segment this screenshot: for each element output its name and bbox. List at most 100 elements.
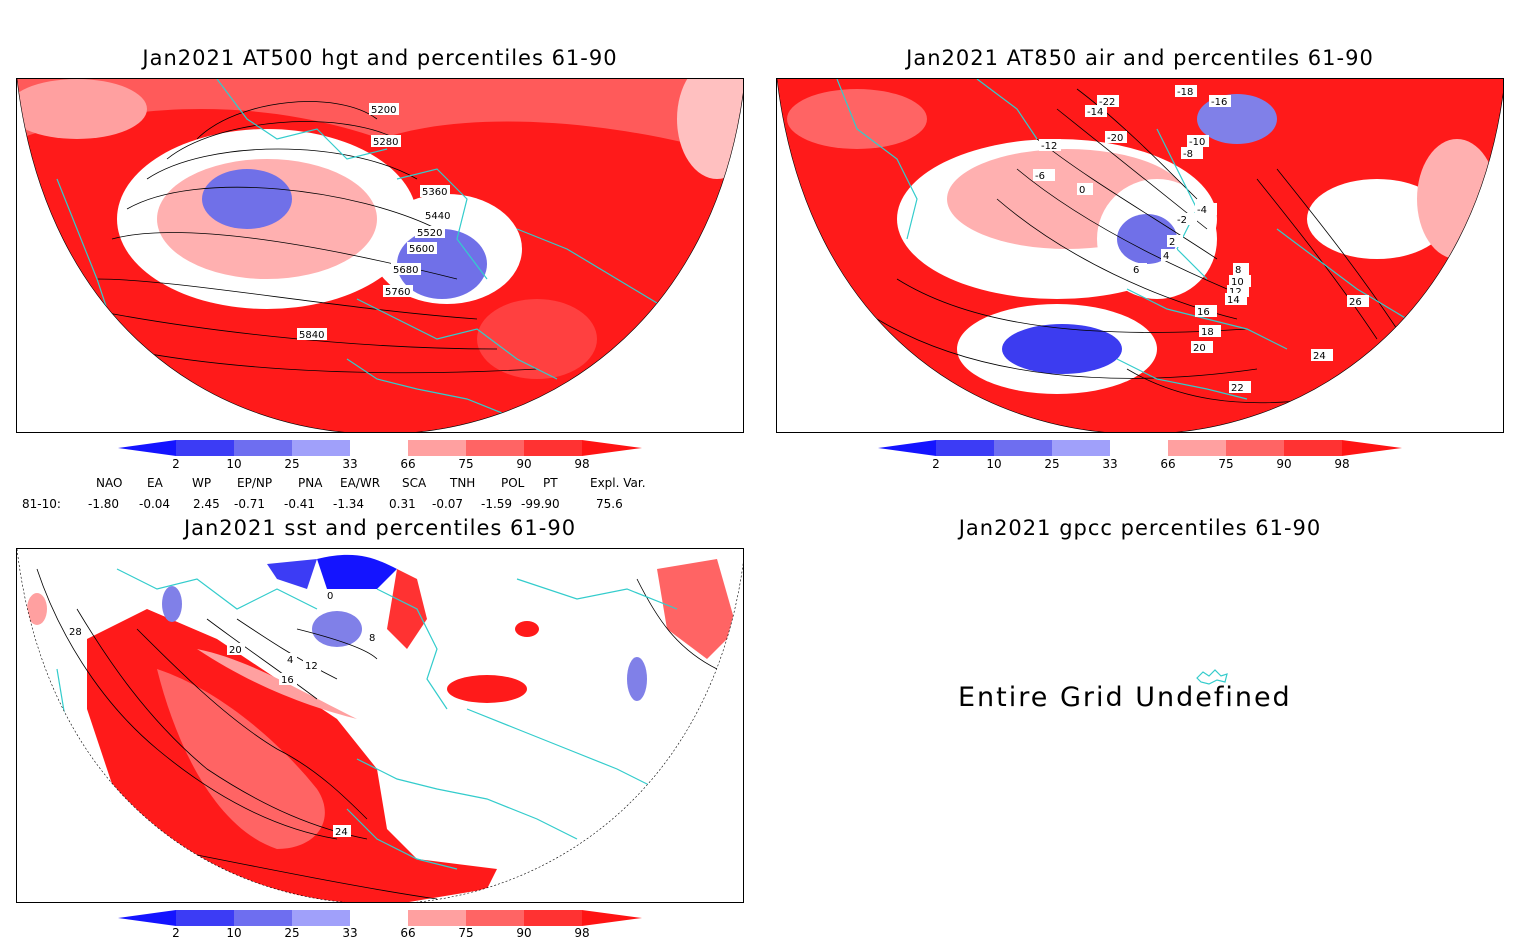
contour-label: 20: [229, 645, 242, 656]
index-header: PT: [543, 476, 558, 490]
colorbar-tick-label: 98: [574, 926, 590, 940]
panel-title-air850: Jan2021 AT850 air and percentiles 61-90: [906, 46, 1374, 70]
index-header: EA: [147, 476, 163, 490]
colorbar-tick-label: 10: [986, 457, 1002, 471]
index-header: WP: [192, 476, 212, 490]
contour-label: 16: [1197, 307, 1210, 318]
colorbar-swatches: [118, 440, 642, 456]
contour-label: -20: [1107, 133, 1123, 144]
colorbar-tick-label: 2: [172, 457, 180, 471]
colorbar-swatch: [582, 910, 642, 926]
contour-label: -2: [1177, 215, 1187, 226]
index-value: 2.45: [193, 497, 220, 511]
colorbar-tick-label: 75: [458, 926, 474, 940]
map-panel-hgt500: 5200 5280 5360 5440 5520 5600 5680 5760 …: [16, 78, 744, 433]
index-value: -1.34: [333, 497, 365, 511]
index-header: SCA: [402, 476, 427, 490]
index-header: EP/NP: [237, 476, 273, 490]
index-header: EA/WR: [340, 476, 381, 490]
colorbar-swatch: [524, 910, 582, 926]
contour-label: 4: [287, 655, 293, 666]
colorbar-tick-label: 75: [1218, 457, 1234, 471]
colorbar-swatch: [1284, 440, 1342, 456]
colorbar-tick-label: 33: [342, 926, 358, 940]
contour-label: -14: [1087, 107, 1103, 118]
colorbar-tick-label: 90: [516, 926, 532, 940]
panel-title-sst: Jan2021 sst and percentiles 61-90: [183, 516, 577, 540]
index-value: -0.41: [284, 497, 316, 511]
sst-map: 0 4 8 12 16 20 24 28: [17, 549, 743, 902]
colorbar-swatch: [1168, 440, 1226, 456]
contour-label: -12: [1041, 141, 1057, 152]
panel-title-hgt500: Jan2021 AT500 hgt and percentiles 61-90: [142, 46, 618, 70]
index-header: PNA: [298, 476, 323, 490]
index-value: 0.31: [389, 497, 416, 511]
contour-label: -8: [1183, 149, 1193, 160]
colorbar-swatch: [524, 440, 582, 456]
index-value: -1.80: [88, 497, 120, 511]
colorbar-swatch: [994, 440, 1052, 456]
colorbar-swatch: [408, 440, 466, 456]
panel-title-gpcc: Jan2021 gpcc percentiles 61-90: [958, 516, 1322, 540]
contour-label: 28: [69, 627, 82, 638]
colorbar-swatch: [1342, 440, 1402, 456]
contour-label: -6: [1035, 171, 1045, 182]
colorbar-swatch: [176, 910, 234, 926]
hgt500-map: 5200 5280 5360 5440 5520 5600 5680 5760 …: [17, 79, 743, 432]
index-value: -0.71: [234, 497, 266, 511]
map-panel-sst: 0 4 8 12 16 20 24 28: [16, 548, 744, 903]
colorbar-tick-label: 10: [226, 457, 242, 471]
colorbar-tick-label: 75: [458, 457, 474, 471]
index-header: POL: [501, 476, 525, 490]
index-value: 75.6: [596, 497, 623, 511]
colorbar-swatch: [408, 910, 466, 926]
colorbar-swatches: [118, 910, 642, 926]
colorbar-sst: 2 10 25 33 66 75 90 98: [118, 910, 644, 940]
colorbar-tick-label: 90: [1276, 457, 1292, 471]
colorbar-swatch: [118, 440, 176, 456]
contour-label: 2: [1169, 237, 1175, 248]
contour-label: 5840: [299, 330, 324, 341]
contour-label: 22: [1231, 383, 1244, 394]
colorbar-tick-label: 25: [1044, 457, 1060, 471]
colorbar-swatch: [350, 440, 408, 456]
contour-label: 0: [327, 591, 333, 602]
contour-label: 0: [1079, 185, 1085, 196]
contour-label: 5280: [373, 137, 398, 148]
contour-label: 14: [1227, 295, 1240, 306]
colorbar-tick-label: 25: [284, 926, 300, 940]
colorbar-swatch: [1226, 440, 1284, 456]
contour-label: 6: [1133, 265, 1139, 276]
colorbar-swatch: [292, 910, 350, 926]
colorbar-tick-label: 33: [342, 457, 358, 471]
contour-label: 4: [1163, 251, 1169, 262]
contour-label: 12: [305, 661, 318, 672]
contour-label: 5760: [385, 287, 410, 298]
colorbar-swatch: [234, 910, 292, 926]
index-header: Expl. Var.: [590, 476, 646, 490]
contour-label: 18: [1201, 327, 1214, 338]
colorbar-tick-label: 25: [284, 457, 300, 471]
colorbar-swatch: [936, 440, 994, 456]
colorbar-swatch: [118, 910, 176, 926]
colorbar-tick-label: 2: [932, 457, 940, 471]
index-value: -0.07: [432, 497, 464, 511]
contour-label: 24: [335, 827, 348, 838]
contour-label: 5520: [417, 228, 442, 239]
map-panel-air850: -22 -20 -18 -16 -14 -12 -10 -8 -6 -4 -2 …: [776, 78, 1504, 433]
colorbar-tick-label: 66: [400, 926, 416, 940]
colorbar-swatch: [582, 440, 642, 456]
colorbar-tick-label: 10: [226, 926, 242, 940]
index-value: -0.04: [139, 497, 171, 511]
index-value: -1.59: [481, 497, 513, 511]
colorbar-tick-label: 33: [1102, 457, 1118, 471]
colorbar-tick-label: 98: [1334, 457, 1350, 471]
contour-label: 5440: [425, 211, 450, 222]
contour-label: 16: [281, 675, 294, 686]
index-header: TNH: [450, 476, 476, 490]
contour-label: 24: [1313, 351, 1326, 362]
contour-label: 10: [1231, 277, 1244, 288]
colorbar-swatch: [176, 440, 234, 456]
index-row-label: 81-10:: [22, 497, 61, 511]
contour-label: 5600: [409, 244, 434, 255]
